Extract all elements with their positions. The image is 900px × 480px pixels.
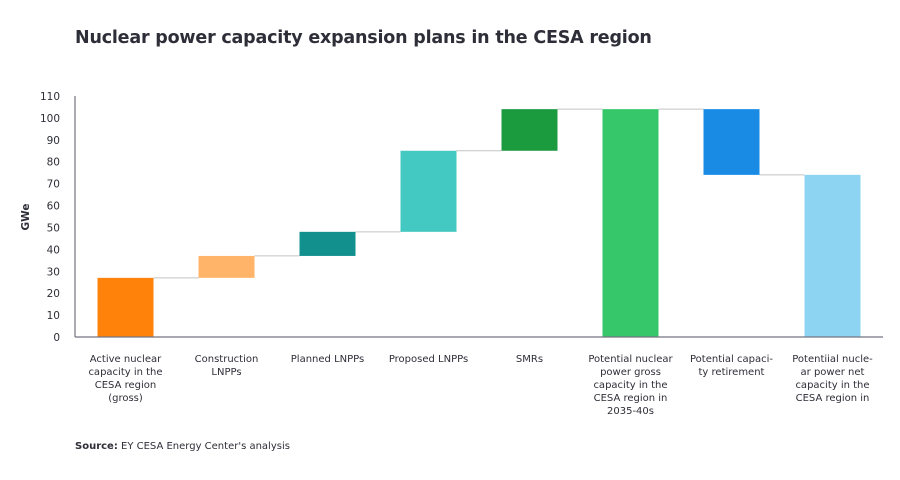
y-tick-label: 60 xyxy=(47,201,60,213)
x-category-label: Potential nuclear power gross capacity in … xyxy=(588,354,673,417)
x-category-label: Active nuclear capacity in the CESA region… xyxy=(88,354,162,404)
source-label: Source: xyxy=(75,441,118,452)
y-tick-label: 50 xyxy=(47,222,60,234)
y-tick-label: 10 xyxy=(47,310,60,322)
y-tick-label: 90 xyxy=(47,135,60,147)
y-tick-label: 0 xyxy=(53,332,60,344)
source-note: Source: EY CESA Energy Center's analysis xyxy=(75,441,290,452)
bar-increase xyxy=(198,255,255,278)
bar-increase xyxy=(299,231,356,256)
bar-total xyxy=(804,174,861,337)
x-category-label: Construction LNPPs xyxy=(195,354,259,378)
y-tick-label: 110 xyxy=(40,91,60,103)
x-category-label: SMRs xyxy=(516,354,543,365)
y-tick-label: 100 xyxy=(40,113,60,125)
bar-decrease xyxy=(703,109,760,175)
source-text: EY CESA Energy Center's analysis xyxy=(117,441,290,452)
x-category-label: Potentiial nucle-ar power net capacity in… xyxy=(792,354,873,404)
bar-increase xyxy=(400,150,457,232)
x-category-label: Planned LNPPs xyxy=(291,354,364,365)
y-tick-label: 80 xyxy=(47,157,60,169)
x-category-label: Proposed LNPPs xyxy=(389,354,468,365)
bar-total xyxy=(602,109,659,338)
x-category-label: Potential capaci-ty retirement xyxy=(690,354,773,378)
y-tick-label: 70 xyxy=(47,179,60,191)
y-axis-label: GWe xyxy=(20,204,32,231)
y-tick-label: 20 xyxy=(47,288,60,300)
chart-title: Nuclear power capacity expansion plans i… xyxy=(75,28,652,48)
y-tick-label: 40 xyxy=(47,244,60,256)
bar-total xyxy=(97,277,154,337)
y-tick-label: 30 xyxy=(47,266,60,278)
bar-increase xyxy=(501,109,558,151)
